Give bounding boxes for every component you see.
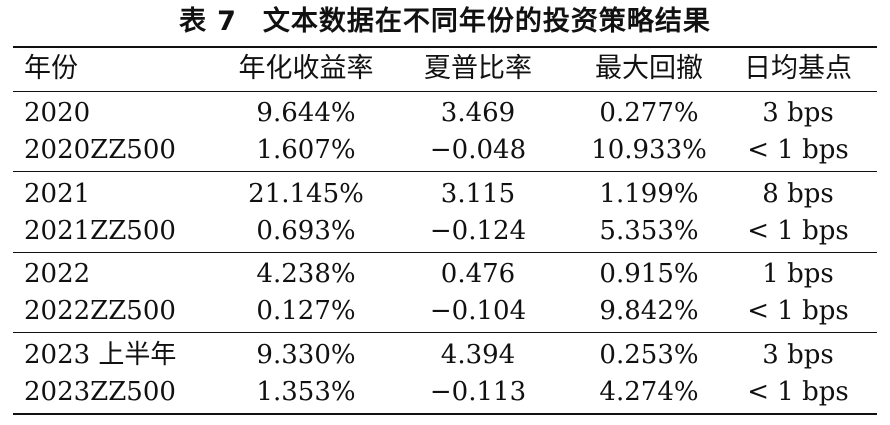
table-row: 2022 4.238% 0.476 0.915% 1 bps xyxy=(0,256,890,292)
cell-annual-return: 9.644% xyxy=(256,98,356,128)
cell-max-drawdown: 4.274% xyxy=(599,377,699,407)
cell-sharpe-ratio: −0.104 xyxy=(429,296,527,326)
table-row: 2021 21.145% 3.115 1.199% 8 bps xyxy=(0,176,890,212)
cell-daily-bps: < 1 bps xyxy=(747,135,849,165)
cell-max-drawdown: 10.933% xyxy=(591,135,707,165)
cell-annual-return: 9.330% xyxy=(256,340,356,370)
cell-annual-return: 1.353% xyxy=(256,377,356,407)
cell-sharpe-ratio: 3.115 xyxy=(440,179,516,209)
group-divider-1 xyxy=(13,171,877,173)
caption-number: 7 xyxy=(217,6,237,37)
cell-sharpe-ratio: 3.469 xyxy=(440,98,516,128)
cell-daily-bps: 8 bps xyxy=(762,179,834,209)
cell-annual-return: 1.607% xyxy=(256,135,356,165)
cell-year: 2022ZZ500 xyxy=(24,296,176,326)
cell-year: 2020ZZ500 xyxy=(24,135,176,165)
header-daily-bps: 日均基点 xyxy=(744,53,852,84)
cell-max-drawdown: 1.199% xyxy=(599,179,699,209)
group-divider-3 xyxy=(13,332,877,334)
header-rule xyxy=(13,91,877,93)
header-max-drawdown: 最大回撤 xyxy=(595,53,703,84)
table-row: 2023ZZ500 1.353% −0.113 4.274% < 1 bps xyxy=(0,374,890,410)
table-row: 2022ZZ500 0.127% −0.104 9.842% < 1 bps xyxy=(0,293,890,329)
table-caption: 表 7 文本数据在不同年份的投资策略结果 xyxy=(0,2,890,42)
cell-max-drawdown: 0.915% xyxy=(599,259,699,289)
cell-year: 2021ZZ500 xyxy=(24,216,176,246)
cell-sharpe-ratio: −0.113 xyxy=(429,377,527,407)
table-row: 2023 上半年 9.330% 4.394 0.253% 3 bps xyxy=(0,337,890,373)
cell-year: 2023ZZ500 xyxy=(24,377,176,407)
cell-annual-return: 21.145% xyxy=(248,179,364,209)
cell-annual-return: 4.238% xyxy=(256,259,356,289)
cell-max-drawdown: 5.353% xyxy=(599,216,699,246)
caption-label: 表 xyxy=(179,6,208,37)
cell-max-drawdown: 0.253% xyxy=(599,340,699,370)
caption-text: 文本数据在不同年份的投资策略结果 xyxy=(262,6,711,37)
cell-daily-bps: < 1 bps xyxy=(747,216,849,246)
cell-sharpe-ratio: 4.394 xyxy=(440,340,516,370)
table-row: 2020ZZ500 1.607% −0.048 10.933% < 1 bps xyxy=(0,132,890,168)
header-year: 年份 xyxy=(24,53,78,84)
cell-daily-bps: 3 bps xyxy=(762,98,834,128)
cell-annual-return: 0.127% xyxy=(256,296,356,326)
cell-annual-return: 0.693% xyxy=(256,216,356,246)
cell-sharpe-ratio: −0.124 xyxy=(429,216,527,246)
cell-daily-bps: 3 bps xyxy=(762,340,834,370)
cell-max-drawdown: 9.842% xyxy=(599,296,699,326)
cell-year: 2021 xyxy=(24,179,91,209)
group-divider-2 xyxy=(13,252,877,254)
table-header-row: 年份 年化收益率 夏普比率 最大回撤 日均基点 xyxy=(0,51,890,87)
table-row: 2020 9.644% 3.469 0.277% 3 bps xyxy=(0,95,890,131)
cell-daily-bps: < 1 bps xyxy=(747,296,849,326)
cell-daily-bps: < 1 bps xyxy=(747,377,849,407)
cell-sharpe-ratio: −0.048 xyxy=(429,135,527,165)
bottom-rule xyxy=(13,413,877,416)
cell-sharpe-ratio: 0.476 xyxy=(440,259,516,289)
table-row: 2021ZZ500 0.693% −0.124 5.353% < 1 bps xyxy=(0,213,890,249)
header-annual-return: 年化收益率 xyxy=(238,53,374,84)
cell-daily-bps: 1 bps xyxy=(762,259,834,289)
header-sharpe-ratio: 夏普比率 xyxy=(424,53,532,84)
cell-year: 2022 xyxy=(24,259,91,289)
cell-year: 2023 上半年 xyxy=(24,340,177,370)
cell-year: 2020 xyxy=(24,98,91,128)
cell-max-drawdown: 0.277% xyxy=(599,98,699,128)
top-rule xyxy=(13,46,877,49)
